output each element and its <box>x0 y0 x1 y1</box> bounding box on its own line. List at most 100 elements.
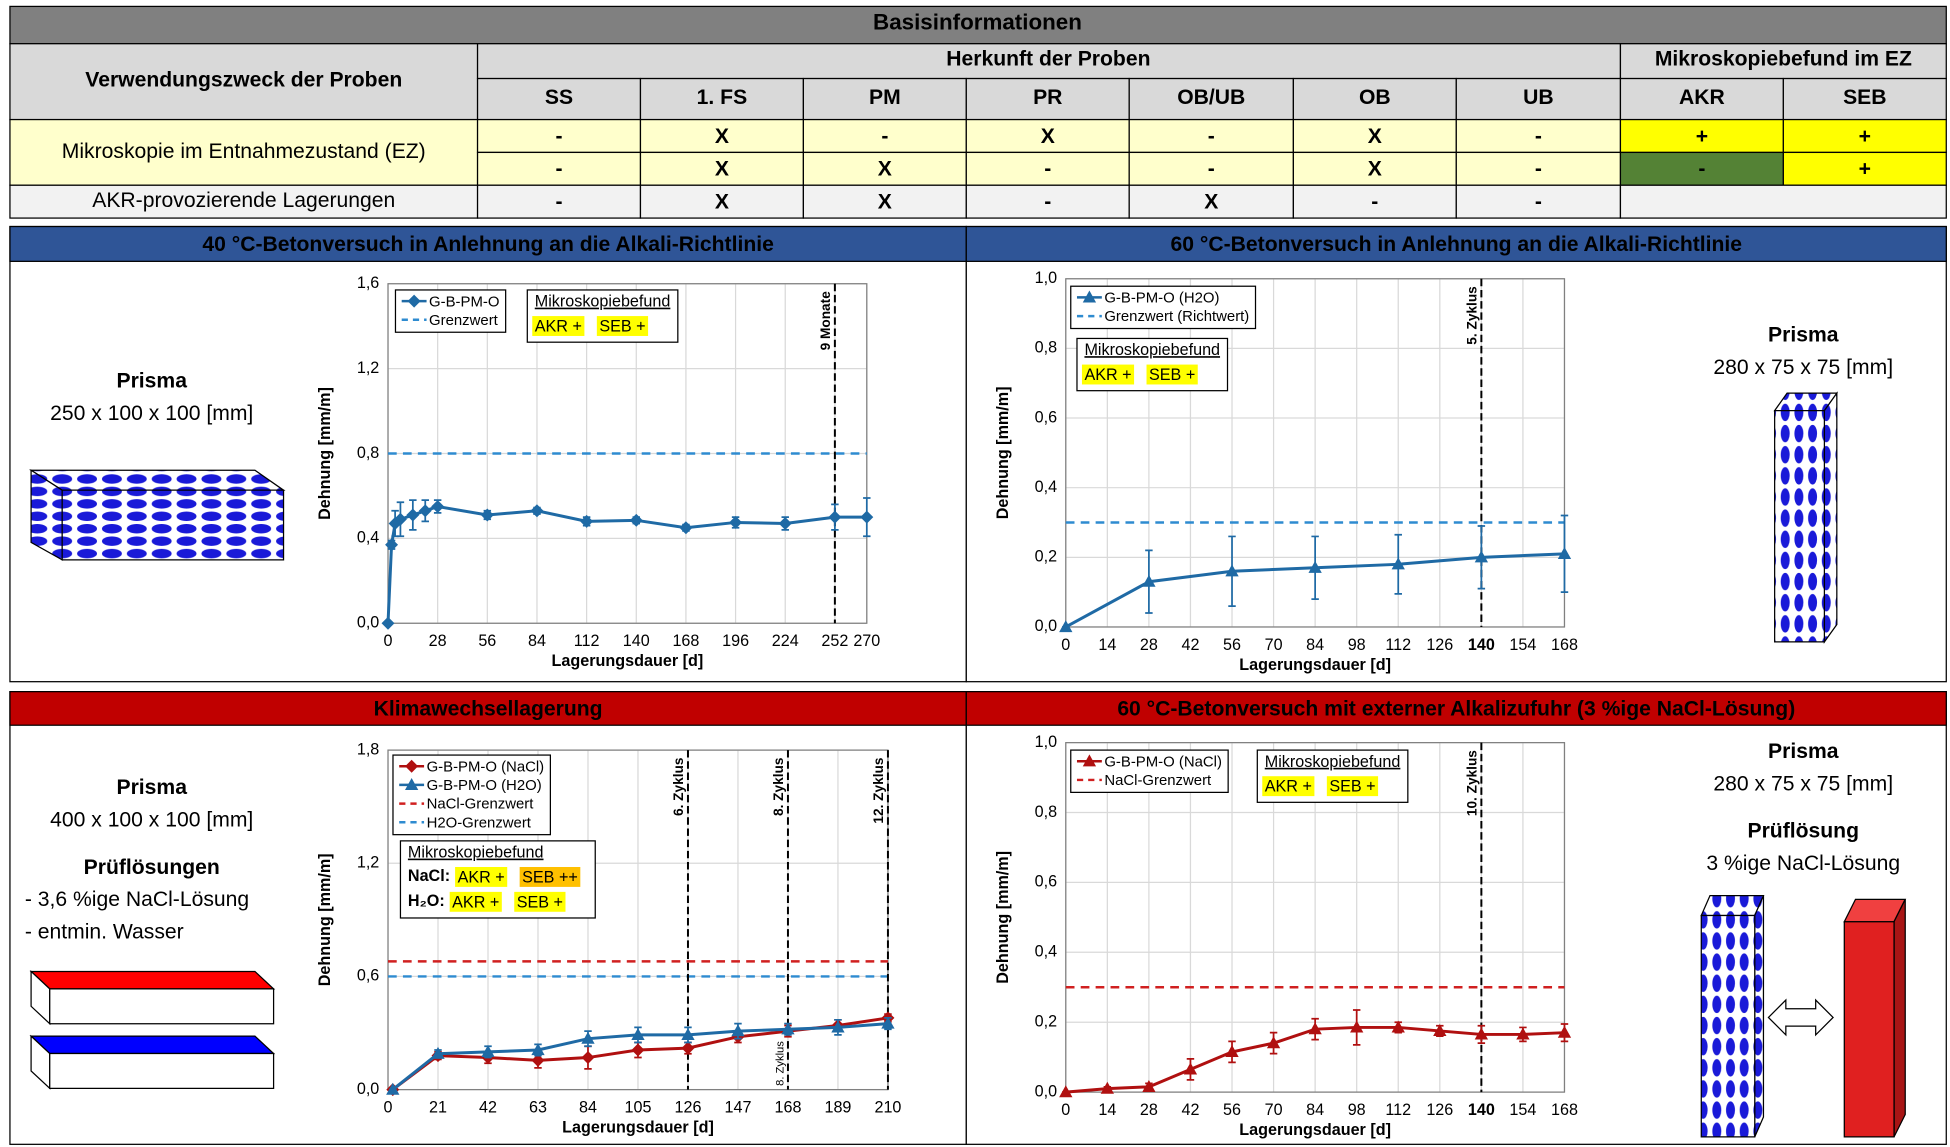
data-point <box>481 1045 495 1057</box>
event-label: 9 Monate <box>818 291 833 351</box>
x-tick-label: 168 <box>1551 1101 1578 1119</box>
panel-title-band <box>9 691 967 726</box>
cell-text: - <box>1208 125 1215 148</box>
data-point <box>531 1043 545 1056</box>
table-title: Basisinformationen <box>873 10 1082 35</box>
data-point <box>778 517 792 530</box>
findings-highlight <box>449 891 502 912</box>
data-point <box>1391 1020 1405 1033</box>
cell-text: X <box>1368 125 1382 148</box>
y-tick-label: 0,4 <box>357 529 379 547</box>
x-tick-label: 168 <box>672 632 699 650</box>
x-tick-label: 168 <box>1551 636 1578 654</box>
x-tick-label: 0 <box>384 1099 393 1117</box>
x-tick-label: 70 <box>1265 636 1283 654</box>
table-cell <box>965 184 1130 219</box>
y-axis-title: Dehnung [mm/m] <box>316 387 334 520</box>
y-tick-label: 0,6 <box>357 967 379 985</box>
specimen-text: Prüflösungen <box>84 856 220 879</box>
cell-text: - <box>1535 190 1542 213</box>
cell-text: + <box>1859 125 1871 148</box>
table-cell <box>1782 118 1947 154</box>
specimen-front <box>61 489 285 561</box>
column-header-cell <box>1128 77 1294 121</box>
x-tick-label: 98 <box>1348 1101 1366 1119</box>
x-tick-label: 63 <box>529 1099 547 1117</box>
panel-title: 60 °C-Betonversuch in Anlehnung an die A… <box>1171 233 1743 256</box>
y-tick-label: 1,6 <box>357 274 379 292</box>
x-tick-label: 56 <box>478 632 496 650</box>
data-point <box>1350 1020 1364 1033</box>
data-point <box>581 1051 595 1065</box>
x-axis-title: Lagerungsdauer [d] <box>552 652 704 670</box>
data-point <box>681 1041 695 1055</box>
data-point <box>531 1053 545 1067</box>
specimen-side <box>1823 391 1838 644</box>
data-point <box>1100 1081 1114 1094</box>
cell-text: - <box>1535 158 1542 181</box>
y-tick-label: 0,6 <box>1035 873 1057 891</box>
header-cell <box>9 43 479 121</box>
event-label: 8. Zyklus <box>774 1041 786 1086</box>
y-axis-title: Dehnung [mm/m] <box>316 853 334 986</box>
table-cell <box>1292 184 1457 219</box>
cell-text: + <box>1859 158 1871 181</box>
x-tick-label: 189 <box>824 1099 851 1117</box>
table-cell <box>1128 118 1294 154</box>
x-tick-label: 28 <box>429 632 447 650</box>
findings-title: Mikroskopiebefund <box>535 293 671 311</box>
header-text: Herkunft der Proben <box>946 47 1150 70</box>
legend-marker <box>1082 754 1097 767</box>
legend-label: G-B-PM-O (H2O) <box>1104 290 1219 307</box>
data-point <box>679 521 693 535</box>
y-tick-label: 0,4 <box>1035 478 1057 496</box>
column-header-cell <box>1619 77 1784 121</box>
column-header: SS <box>545 86 573 109</box>
findings-item: AKR + <box>1084 366 1131 384</box>
data-point <box>681 1028 695 1041</box>
cell-text: - <box>555 125 562 148</box>
specimen-text: Prisma <box>1768 324 1839 347</box>
findings-item: AKR + <box>452 893 499 911</box>
findings-title: Mikroskopiebefund <box>1084 341 1220 359</box>
y-tick-label: 0,0 <box>357 1080 379 1098</box>
specimen-text: Prisma <box>116 776 187 799</box>
findings-item: SEB + <box>1149 366 1195 384</box>
event-label: 12. Zyklus <box>871 757 886 823</box>
cell-text: - <box>1698 158 1705 181</box>
findings-highlight <box>1146 364 1198 385</box>
column-header: PM <box>869 86 901 109</box>
data-point <box>729 515 743 529</box>
legend-label: Grenzwert (Richtwert) <box>1104 308 1249 325</box>
table-cell <box>1782 151 1947 186</box>
data-point <box>581 1031 595 1044</box>
data-point <box>1225 1045 1239 1058</box>
findings-item: AKR + <box>535 318 582 336</box>
y-tick-label: 0,2 <box>1035 1012 1057 1030</box>
x-tick-label: 112 <box>1385 636 1411 654</box>
data-point <box>480 508 494 522</box>
x-tick-label: 0 <box>1061 1101 1070 1119</box>
specimen-text: - 3,6 %ige NaCl-Lösung <box>25 888 249 911</box>
panel-title: 60 °C-Betonversuch mit externer Alkalizu… <box>1117 697 1795 720</box>
y-tick-label: 0,8 <box>1035 339 1057 357</box>
findings-item: SEB + <box>517 893 563 911</box>
row-group-label: AKR-provozierende Lagerungen <box>92 189 395 212</box>
data-point <box>580 514 594 528</box>
findings-highlight <box>514 891 566 912</box>
data-point <box>629 513 643 527</box>
x-tick-label: 28 <box>1140 1101 1158 1119</box>
findings-item: SEB + <box>1329 778 1375 796</box>
findings-title: Mikroskopiebefund <box>1265 753 1401 771</box>
cell-text: X <box>1368 158 1382 181</box>
row-group-label-cell <box>9 184 479 219</box>
data-point <box>631 1028 645 1041</box>
x-tick-label: 70 <box>1265 1101 1283 1119</box>
cell-text: X <box>715 125 729 148</box>
cell-text: - <box>881 125 888 148</box>
specimen-text: 250 x 100 x 100 [mm] <box>50 402 253 425</box>
x-tick-label: 0 <box>1061 636 1070 654</box>
x-tick-label: 84 <box>528 632 546 650</box>
